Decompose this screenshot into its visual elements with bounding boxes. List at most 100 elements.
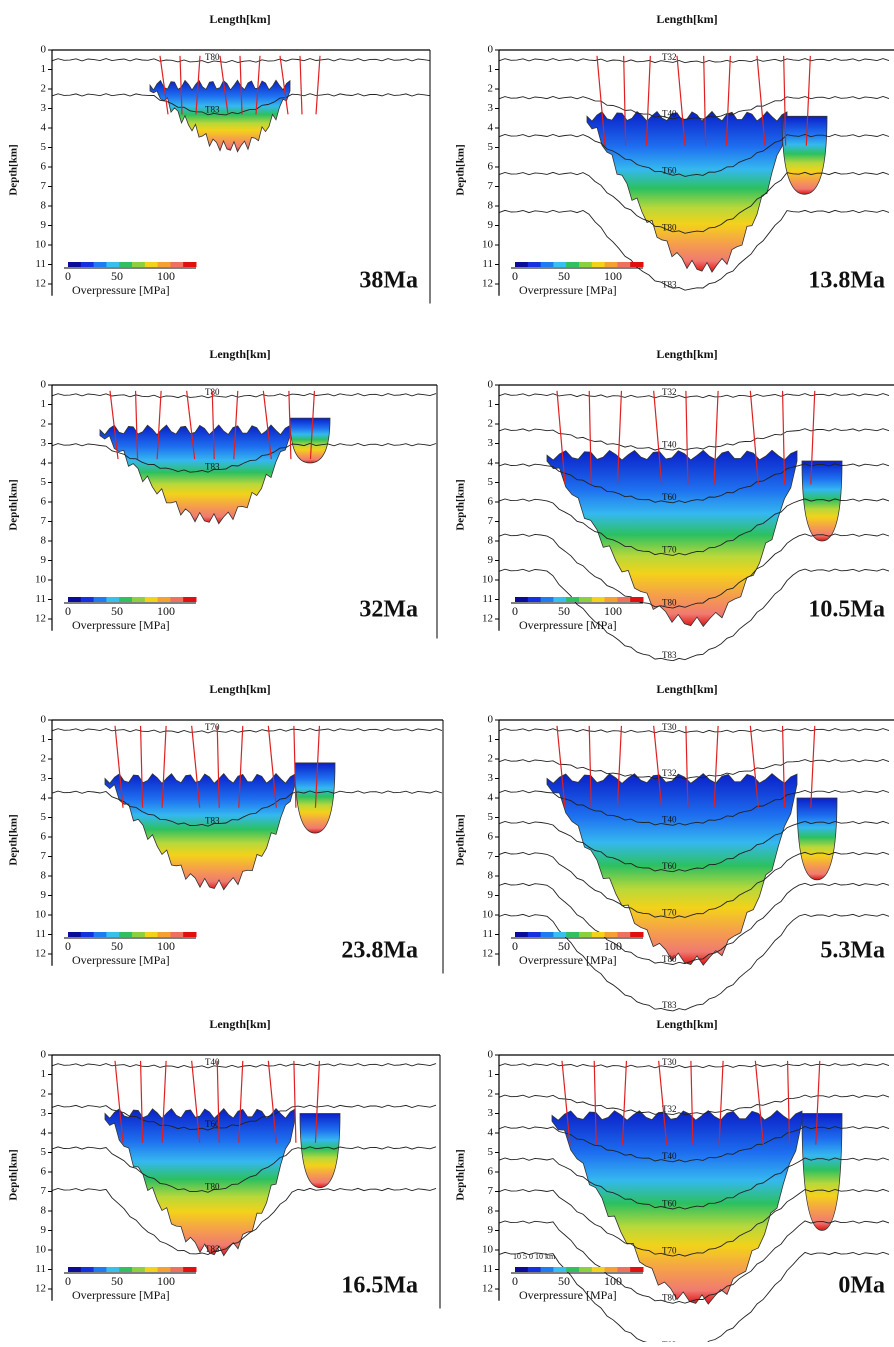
fault [676,55,686,146]
depth-tick-label: 7 [41,1185,47,1197]
age-label: 23.8Ma [341,938,418,964]
horizon-line [51,443,437,473]
colorbar-segment [591,1267,606,1272]
fault [713,390,719,485]
colorbar-segment [183,597,197,602]
colorbar-segment [93,1267,107,1272]
colorbar-segment [157,262,171,267]
horizon-label: T40 [662,109,677,119]
age-label: 0Ma [838,1273,885,1299]
depth-tick-label: 12 [482,278,493,290]
depth-tick-label: 3 [488,1107,494,1119]
fault [756,55,766,146]
fault [156,390,162,460]
age-label: 13.8Ma [808,268,885,294]
colorbar-segment [591,262,606,267]
depth-tick-label: 6 [488,161,494,173]
colorbar-segment [566,932,580,937]
colorbar-segment [579,932,593,937]
horizon-line [498,533,890,609]
fault [195,55,201,115]
depth-tick-label: 9 [488,889,494,901]
fault [114,725,124,808]
depth-tick-label: 10 [35,909,47,921]
colorbar-tick-label: 50 [558,604,570,618]
depth-tick-label: 1 [488,398,494,410]
colorbar-segment [617,597,631,602]
depth-tick-label: 3 [41,437,47,449]
colorbar-segment [157,1267,171,1272]
colorbar-tick-label: 0 [65,1274,71,1288]
depth-tick-label: 6 [41,161,47,173]
horizon-label: T60 [662,861,677,871]
depth-tick-label: 4 [488,1127,494,1139]
depth-tick-label: 1 [488,733,494,745]
horizon-line [498,58,890,64]
colorbar-label: Overpressure [MPa] [72,283,170,297]
colorbar-segment [144,932,159,937]
horizon-label: T40 [662,439,677,449]
depth-tick-label: 0 [488,379,494,391]
panel: Length[km]Depth[km]T30T32T40T60T70T80T83… [455,1017,894,1347]
overpressure-field [289,417,331,464]
colorbar-segment [68,1267,82,1272]
fault [109,390,119,460]
horizon-line [51,393,437,399]
horizon-label: T80 [205,1182,220,1192]
horizon-label: T60 [662,1198,677,1208]
overpressure-field [586,110,788,273]
colorbar-segment [80,1267,95,1272]
depth-tick-label: 2 [41,753,47,765]
overpressure-field [99,424,291,525]
depth-tick-label: 3 [41,1107,47,1119]
depth-tick-label: 0 [41,1049,47,1061]
depth-tick-label: 11 [35,593,46,605]
colorbar-tick-label: 100 [157,604,175,618]
overpressure-field [546,449,798,628]
horizon-label: T83 [205,462,220,472]
horizon-line [498,728,890,734]
depth-tick-label: 8 [41,200,47,212]
depth-tick-label: 12 [35,1283,46,1295]
colorbar-segment [183,932,197,937]
depth-tick-label: 7 [488,515,494,527]
colorbar-label: Overpressure [MPa] [72,953,170,967]
colorbar-segment [630,597,644,602]
colorbar-segment [170,597,184,602]
depth-tick-label: 5 [488,1146,494,1158]
colorbar-segment [68,597,82,602]
colorbar-label: Overpressure [MPa] [72,1288,170,1302]
colorbar-label: Overpressure [MPa] [519,1288,617,1302]
horizon-label: T40 [662,1151,677,1161]
colorbar-segment [604,1267,618,1272]
y-axis-label: Depth[km] [455,479,467,530]
fault [267,725,277,808]
colorbar-segment [566,1267,580,1272]
colorbar-segment [540,262,554,267]
y-axis-label: Depth[km] [8,144,20,195]
age-label: 16.5Ma [341,1273,418,1299]
depth-tick-label: 9 [488,554,494,566]
colorbar-segment [515,262,529,267]
depth-tick-label: 7 [41,515,47,527]
x-axis-label: Length[km] [209,12,270,26]
depth-tick-label: 2 [41,418,47,430]
depth-tick-label: 10 [35,239,47,251]
colorbar-segment [617,262,631,267]
depth-tick-label: 1 [488,63,494,75]
x-axis-label: Length[km] [656,682,717,696]
colorbar-segment [515,932,529,937]
horizon-line [498,134,890,177]
colorbar-segment [119,1267,133,1272]
horizon-label: T80 [662,954,677,964]
depth-tick-label: 8 [41,870,47,882]
colorbar-segment [515,1267,529,1272]
horizon-label: T30 [662,722,677,732]
horizon-line [498,171,890,234]
colorbar-segment [157,932,171,937]
fault [239,55,243,115]
horizon-label: T83 [662,1000,677,1010]
colorbar-segment [604,262,618,267]
depth-tick-label: 0 [488,714,494,726]
fault [685,725,689,808]
